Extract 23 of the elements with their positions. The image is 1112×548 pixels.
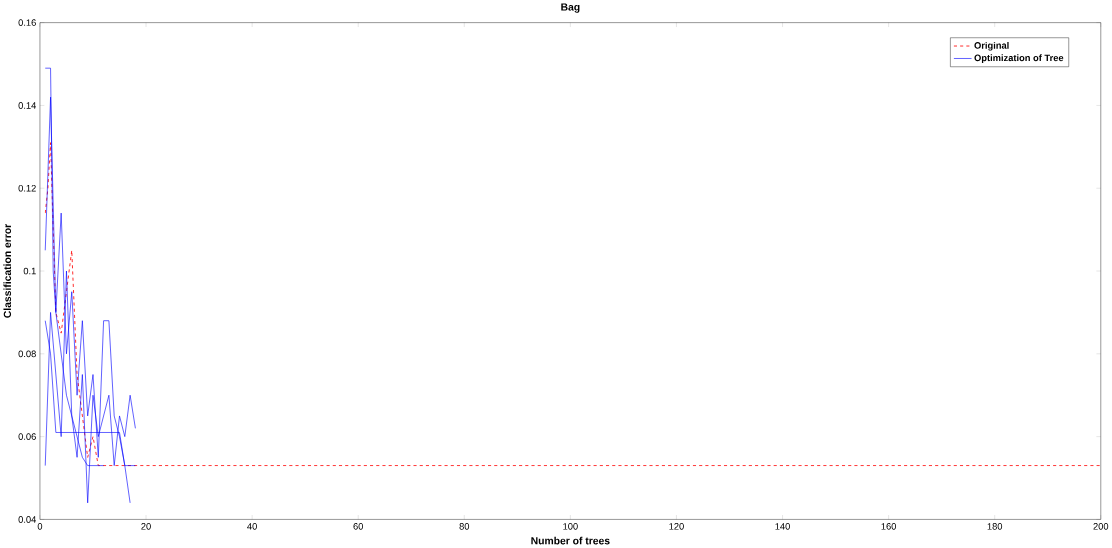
x-tick-label: 0 bbox=[37, 523, 43, 530]
y-tick-label: 0.1 bbox=[23, 267, 36, 275]
chart-title: Bag bbox=[561, 3, 580, 13]
x-tick-label: 180 bbox=[987, 523, 1003, 530]
x-axis-title: Number of trees bbox=[531, 536, 610, 545]
x-tick-label: 100 bbox=[563, 523, 578, 530]
x-tick-label: 160 bbox=[881, 523, 897, 530]
x-tick-label: 40 bbox=[247, 523, 257, 530]
x-tick-label: 120 bbox=[669, 523, 684, 530]
x-tick-label: 60 bbox=[353, 523, 364, 530]
y-tick-label: 0.16 bbox=[18, 19, 36, 27]
y-tick-label: 0.04 bbox=[18, 516, 37, 523]
x-tick-label: 20 bbox=[141, 523, 151, 530]
y-axis-title: Classification error bbox=[3, 224, 12, 318]
y-tick-label: 0.12 bbox=[18, 185, 36, 192]
y-tick-label: 0.06 bbox=[18, 433, 36, 440]
x-tick-label: 200 bbox=[1093, 523, 1109, 530]
legend-label: Optimization of Tree bbox=[974, 54, 1064, 64]
x-tick-label: 140 bbox=[775, 523, 790, 530]
y-tick-label: 0.08 bbox=[18, 350, 36, 358]
legend-label: Original bbox=[974, 41, 1009, 51]
x-tick-label: 80 bbox=[459, 523, 470, 530]
y-tick-label: 0.14 bbox=[18, 102, 37, 109]
